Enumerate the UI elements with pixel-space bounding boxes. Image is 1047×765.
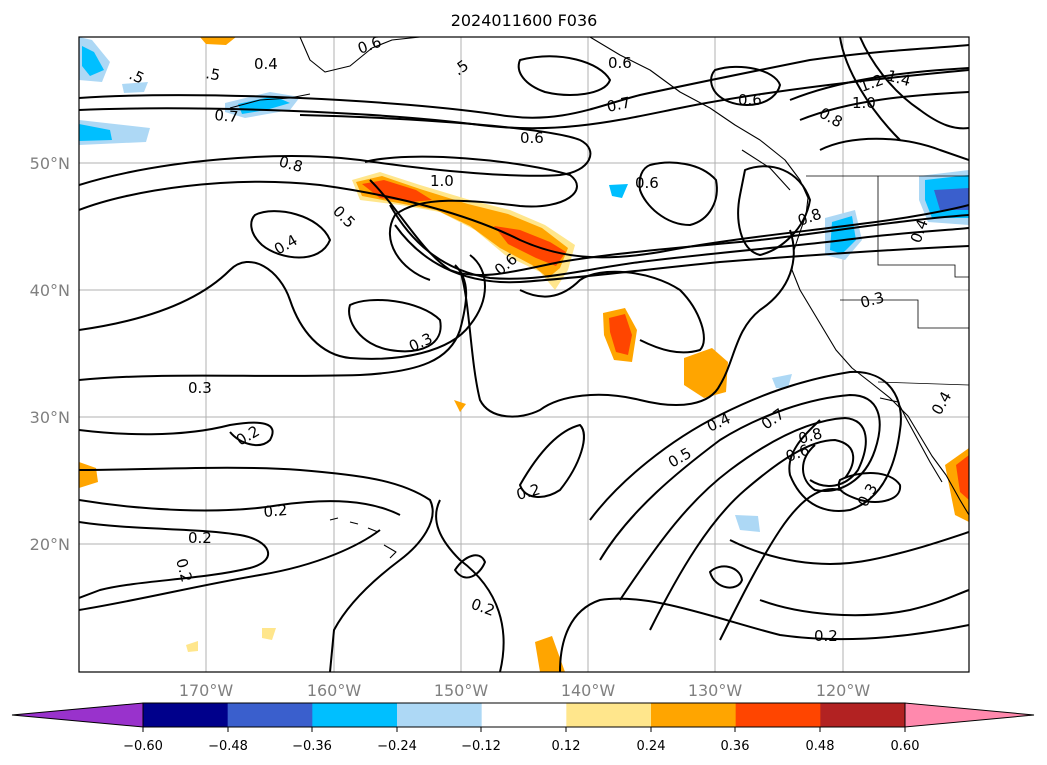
- colorbar: −0.60 −0.48 −0.36 −0.24 −0.12 0.12 0.24 …: [11, 702, 1035, 754]
- contour-lines: [79, 37, 969, 672]
- contour-label: 0.2: [188, 529, 212, 547]
- lon-label: 140°W: [561, 681, 616, 700]
- contour-label: 0.3: [188, 379, 212, 397]
- latitude-labels: 50°N 40°N 30°N 20°N: [30, 154, 70, 554]
- contour-label: 0.2: [172, 556, 196, 584]
- colorbar-extend-low: [11, 702, 144, 728]
- map-frame: [78, 36, 970, 673]
- contour-label: 0.2: [514, 480, 542, 504]
- contour-label: .5: [204, 64, 221, 84]
- map-panel: .5 .5 0.4 0.6 .5 0.6 0.7 0.7 0.6 0.6 1.2…: [78, 36, 970, 673]
- contour-label: 0.7: [605, 93, 632, 116]
- contour-label: 0.6: [608, 54, 632, 72]
- contour-label: 1.4: [885, 66, 913, 90]
- contour-label: 0.7: [214, 106, 239, 126]
- colorbar-cell: [651, 703, 737, 727]
- colorbar-tick-label: 0.12: [552, 739, 581, 754]
- lon-label: 120°W: [816, 681, 871, 700]
- lat-label: 30°N: [30, 408, 70, 427]
- colorbar-tick-label: 0.24: [637, 739, 666, 754]
- lon-label: 150°W: [434, 681, 489, 700]
- gridlines: [79, 37, 969, 672]
- map-background: [79, 37, 969, 672]
- colorbar-tick-label: −0.60: [123, 739, 163, 754]
- contour-label: 0.8: [277, 152, 305, 176]
- colorbar-tick-label: 0.48: [806, 739, 835, 754]
- contour-label: 0.4: [254, 55, 278, 73]
- lat-label: 50°N: [30, 154, 70, 173]
- contour-label: 0.6: [635, 174, 659, 192]
- colorbar-tick-labels: −0.60 −0.48 −0.36 −0.24 −0.12 0.12 0.24 …: [123, 739, 919, 754]
- contour-label: 0.6: [520, 129, 544, 147]
- colorbar-cell: [820, 703, 906, 727]
- map-title: 2024011600 F036: [451, 11, 598, 30]
- longitude-labels: 170°W 160°W 150°W 140°W 130°W 120°W: [179, 681, 871, 700]
- lon-label: 130°W: [688, 681, 743, 700]
- colorbar-cell: [566, 703, 652, 727]
- contour-label: 0.8: [796, 424, 824, 448]
- colorbar-cell: [312, 703, 398, 727]
- colorbar-cell: [143, 703, 229, 727]
- colorbar-tick-label: 0.36: [721, 739, 750, 754]
- lon-label: 160°W: [307, 681, 362, 700]
- colorbar-frame: [142, 702, 906, 728]
- colorbar-cell: [227, 703, 313, 727]
- colorbar-cell: [397, 703, 483, 727]
- contour-label: 0.2: [814, 627, 838, 645]
- contour-label: 0.2: [263, 501, 288, 521]
- colorbar-tick-label: 0.60: [891, 739, 920, 754]
- colorbar-extend-high: [904, 702, 1035, 728]
- colorbar-tick-label: −0.24: [377, 739, 417, 754]
- lat-label: 40°N: [30, 281, 70, 300]
- lon-label: 170°W: [179, 681, 234, 700]
- contour-label: 0.6: [738, 91, 762, 109]
- colorbar-tick-label: −0.48: [208, 739, 248, 754]
- colorbar-tick-label: −0.36: [292, 739, 332, 754]
- colorbar-cell: [481, 703, 567, 727]
- contour-label: .5: [126, 65, 147, 87]
- colorbar-tick-label: −0.12: [461, 739, 501, 754]
- lat-label: 20°N: [30, 535, 70, 554]
- colorbar-cell: [735, 703, 821, 727]
- contour-label: 1.0: [430, 172, 454, 190]
- contour-label: 1.0: [852, 94, 876, 112]
- colorbar-ticks: [142, 727, 906, 732]
- colorbar-cells: [11, 702, 1035, 728]
- contour-label: 0.3: [858, 288, 886, 312]
